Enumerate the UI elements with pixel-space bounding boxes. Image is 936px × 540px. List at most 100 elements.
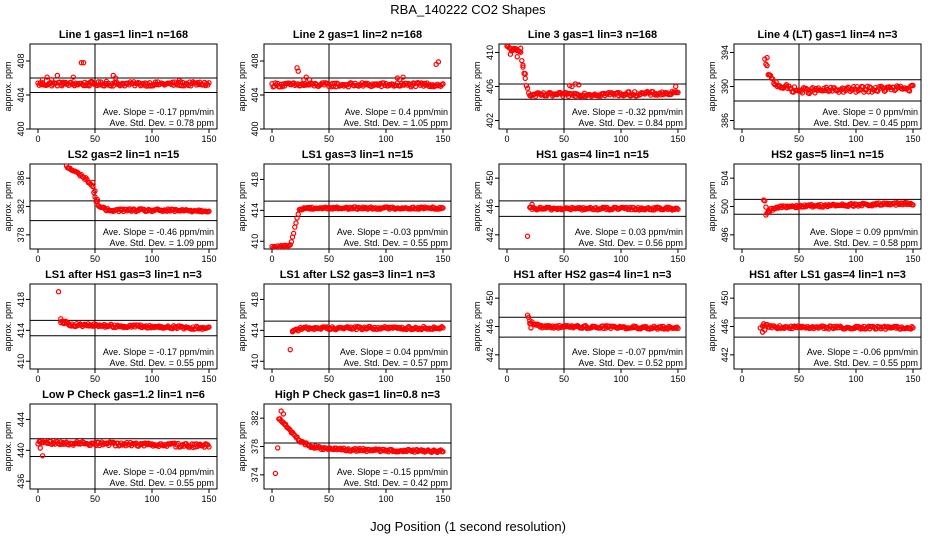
data-point <box>764 62 770 69</box>
panel-title: HS2 gas=5 lin=1 n=15 <box>771 149 884 161</box>
data-point <box>112 75 119 81</box>
data-point <box>438 325 444 331</box>
x-tick-label: 100 <box>378 494 393 504</box>
data-point <box>295 68 301 74</box>
y-axis-label: approx. ppm <box>237 301 247 351</box>
std-dev-annotation: Ave. Std. Dev. = 0.57 ppm <box>344 358 448 368</box>
y-axis-label: approx. ppm <box>472 301 482 351</box>
y-tick-label: 446 <box>485 319 495 334</box>
data-point <box>763 204 769 210</box>
data-point <box>762 327 768 333</box>
x-tick-label: 150 <box>435 134 450 144</box>
x-tick-label: 0 <box>269 494 274 504</box>
y-tick-label: 410 <box>250 354 260 369</box>
y-tick-label: 410 <box>485 45 495 60</box>
data-point <box>528 325 534 331</box>
std-dev-annotation: Ave. Std. Dev. = 0.78 ppm <box>110 118 214 128</box>
x-tick-label: 100 <box>378 374 393 384</box>
std-dev-annotation: Ave. Std. Dev. = 1.05 ppm <box>344 118 448 128</box>
panel-title: Low P Check gas=1.2 lin=1 n=6 <box>42 389 205 401</box>
x-tick-label: 100 <box>613 134 628 144</box>
x-tick-label: 100 <box>848 134 863 144</box>
data-point <box>60 319 66 326</box>
data-point <box>576 82 582 88</box>
x-tick-label: 50 <box>324 254 334 264</box>
data-point <box>153 81 160 88</box>
y-tick-label: 442 <box>485 227 495 242</box>
data-point <box>400 74 406 80</box>
data-point <box>272 470 279 477</box>
slope-annotation: Ave. Slope = -0.15 ppm/min <box>337 467 448 477</box>
data-point <box>48 76 55 83</box>
data-point <box>94 196 100 203</box>
data-point <box>661 326 668 332</box>
data-point <box>151 324 157 331</box>
x-tick-label: 50 <box>324 494 334 504</box>
y-tick-label: 450 <box>720 291 730 306</box>
slope-annotation: Ave. Slope = -0.04 ppm/min <box>103 467 214 477</box>
data-point <box>63 319 70 325</box>
x-tick-label: 100 <box>378 134 393 144</box>
slope-annotation: Ave. Slope = -0.17 ppm/min <box>103 347 214 357</box>
data-point <box>767 72 774 79</box>
data-series <box>504 44 681 100</box>
y-tick-label: 450 <box>485 291 495 306</box>
data-point <box>303 74 309 80</box>
x-tick-label: 50 <box>324 374 334 384</box>
slope-annotation: Ave. Slope = -0.32 ppm/min <box>572 107 683 117</box>
data-point <box>44 74 50 80</box>
panel-4: Line 4 (LT) gas=1 lin=4 n=3 0 50 100 150 386 3… <box>707 29 922 144</box>
std-dev-annotation: Ave. Std. Dev. = 0.55 ppm <box>110 478 214 488</box>
data-series <box>269 59 446 90</box>
panel-title: HS1 gas=4 lin=1 n=15 <box>536 149 649 161</box>
plot-frame <box>263 283 452 370</box>
data-series <box>524 312 681 332</box>
data-point <box>39 76 46 83</box>
slope-annotation: Ave. Slope = 0.4 ppm/min <box>345 107 448 117</box>
data-point <box>532 206 539 212</box>
x-tick-label: 0 <box>35 494 40 504</box>
panel-9: LS1 after HS1 gas=3 lin=1 n=3 0 50 100 150 41… <box>3 269 218 384</box>
data-point <box>675 325 681 331</box>
y-axis-label: approx. ppm <box>3 61 13 111</box>
panel-2: Line 2 gas=1 lin=2 n=168 0 50 100 150 400 404 4… <box>237 29 452 144</box>
data-point <box>511 47 517 53</box>
data-point <box>881 88 888 94</box>
x-tick-label: 150 <box>201 254 216 264</box>
data-point <box>330 83 337 89</box>
y-tick-label: 404 <box>250 87 260 102</box>
data-series <box>63 164 212 215</box>
y-tick-label: 402 <box>485 113 495 128</box>
panel-title: LS1 after LS2 gas=3 lin=1 n=3 <box>280 269 436 281</box>
x-tick-label: 150 <box>905 134 920 144</box>
panel-title: Line 3 gas=1 lin=3 n=168 <box>528 29 657 41</box>
data-point <box>275 445 281 451</box>
data-point <box>674 324 680 330</box>
y-tick-label: 400 <box>16 121 26 136</box>
data-series <box>757 321 916 335</box>
plot-frame <box>29 283 218 370</box>
y-axis-label: approx. ppm <box>3 181 13 231</box>
data-point <box>160 208 167 214</box>
data-point <box>520 64 526 70</box>
data-point <box>560 93 566 99</box>
x-tick-label: 50 <box>90 134 100 144</box>
figure-title: RBA_140222 CO2 Shapes <box>390 2 546 17</box>
data-point <box>70 74 77 80</box>
data-point <box>524 233 531 239</box>
data-point <box>60 79 66 85</box>
data-point <box>440 448 446 455</box>
x-tick-label: 150 <box>435 494 450 504</box>
data-point <box>910 325 916 331</box>
y-tick-label: 410 <box>250 234 260 249</box>
plot-frame <box>263 163 452 250</box>
x-tick-label: 100 <box>848 254 863 264</box>
y-tick-label: 446 <box>485 199 495 214</box>
y-tick-label: 386 <box>16 171 26 186</box>
data-series <box>524 201 681 239</box>
panel-11: HS1 after HS2 gas=4 lin=1 n=3 0 50 100 150 44… <box>472 269 687 384</box>
data-series <box>35 60 212 89</box>
x-tick-label: 100 <box>613 374 628 384</box>
y-tick-label: 504 <box>720 171 730 186</box>
data-point <box>436 204 443 211</box>
